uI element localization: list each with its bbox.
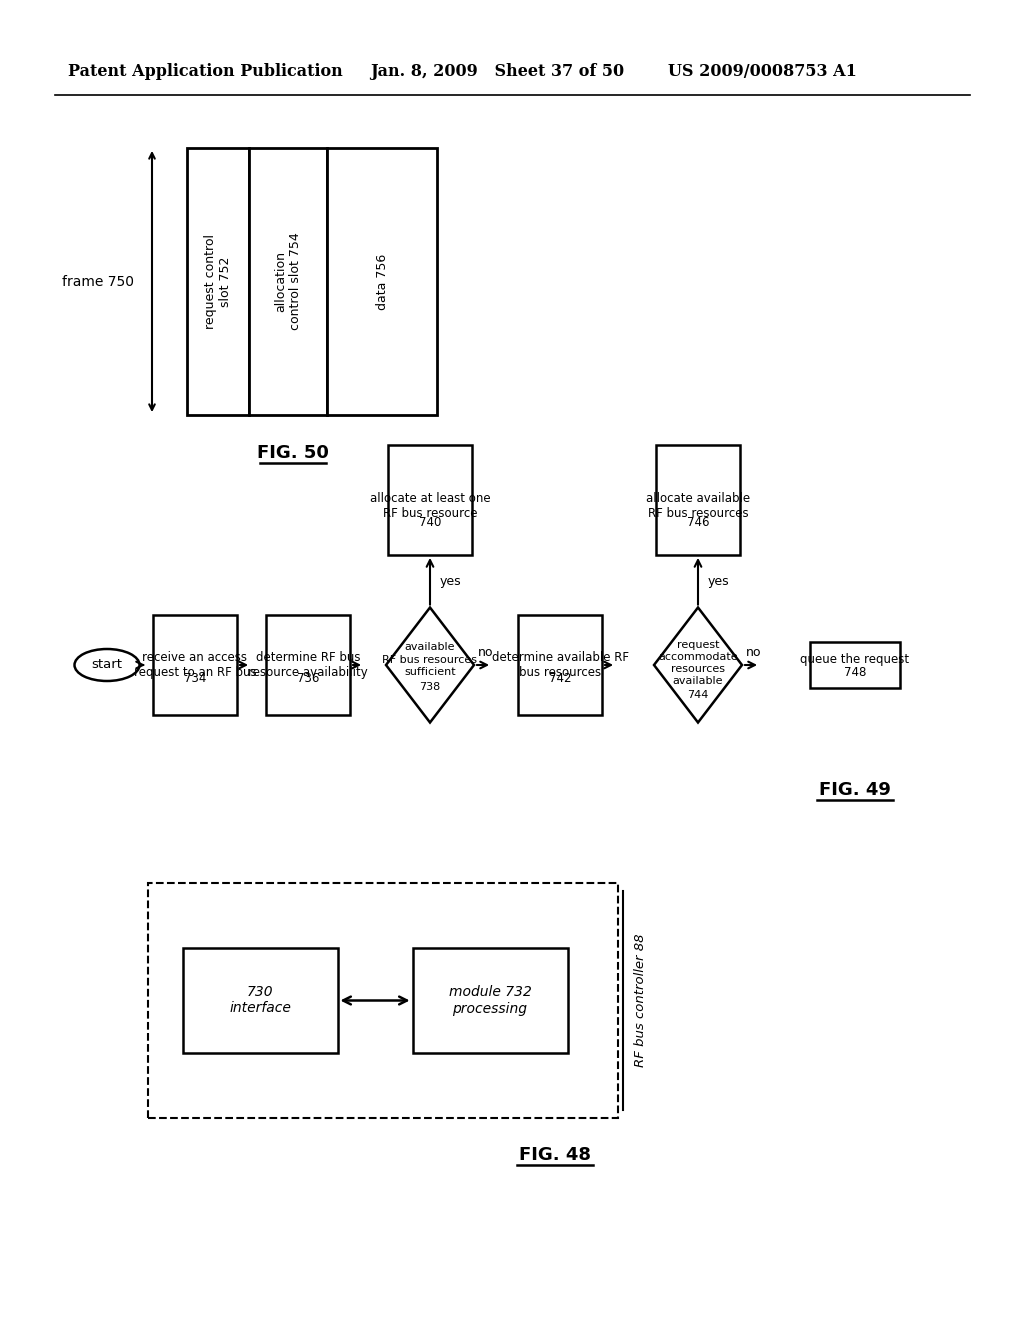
Text: 736: 736 (297, 672, 319, 685)
Text: US 2009/0008753 A1: US 2009/0008753 A1 (668, 63, 857, 81)
Text: FIG. 48: FIG. 48 (519, 1146, 591, 1164)
Text: yes: yes (440, 574, 462, 587)
Text: RF bus resources: RF bus resources (383, 655, 477, 665)
Text: determine available RF
bus resources: determine available RF bus resources (492, 651, 629, 678)
Bar (388, 445, 472, 554)
Text: allocate available
RF bus resources: allocate available RF bus resources (646, 492, 750, 520)
Text: 734: 734 (184, 672, 206, 685)
Bar (327, 148, 437, 414)
Ellipse shape (75, 649, 139, 681)
Text: allocate at least one
RF bus resource: allocate at least one RF bus resource (370, 492, 490, 520)
Text: request: request (677, 640, 719, 649)
Text: FIG. 50: FIG. 50 (257, 444, 329, 462)
Text: available: available (673, 676, 723, 686)
Text: allocation
control slot 754: allocation control slot 754 (274, 232, 302, 330)
Text: module 732: module 732 (449, 986, 531, 999)
Text: no: no (746, 645, 762, 659)
Polygon shape (386, 607, 474, 722)
Text: sufficient: sufficient (404, 667, 456, 677)
Text: yes: yes (708, 574, 730, 587)
Text: 744: 744 (687, 690, 709, 700)
Text: FIG. 49: FIG. 49 (819, 781, 891, 799)
Text: receive an access
request to an RF bus: receive an access request to an RF bus (134, 651, 256, 678)
Text: start: start (91, 659, 123, 672)
Text: available: available (404, 642, 456, 652)
Bar (656, 445, 740, 554)
Bar (153, 615, 237, 715)
Text: processing: processing (453, 1002, 527, 1015)
Bar (810, 642, 900, 688)
Bar (518, 615, 602, 715)
Bar (249, 148, 327, 414)
Text: no: no (478, 645, 494, 659)
Text: Patent Application Publication: Patent Application Publication (68, 63, 343, 81)
Text: interface: interface (229, 1002, 291, 1015)
Text: 730: 730 (247, 986, 273, 999)
Text: request control
slot 752: request control slot 752 (204, 234, 232, 329)
Text: queue the request: queue the request (801, 652, 909, 665)
Text: resources: resources (671, 664, 725, 675)
Bar (148, 883, 618, 1118)
Text: 748: 748 (844, 667, 866, 680)
Text: RF bus controller 88: RF bus controller 88 (634, 933, 646, 1068)
Text: data 756: data 756 (376, 253, 388, 310)
Polygon shape (654, 607, 742, 722)
Text: accommodate: accommodate (658, 652, 738, 663)
Text: 746: 746 (687, 516, 710, 528)
Text: 742: 742 (549, 672, 571, 685)
Bar (266, 615, 350, 715)
Bar (413, 948, 567, 1053)
Text: frame 750: frame 750 (62, 275, 134, 289)
Text: Jan. 8, 2009   Sheet 37 of 50: Jan. 8, 2009 Sheet 37 of 50 (370, 63, 624, 81)
Text: determine RF bus
resource availability: determine RF bus resource availability (248, 651, 368, 678)
Text: 738: 738 (420, 682, 440, 692)
Bar (187, 148, 249, 414)
Text: 740: 740 (419, 516, 441, 528)
Bar (182, 948, 338, 1053)
